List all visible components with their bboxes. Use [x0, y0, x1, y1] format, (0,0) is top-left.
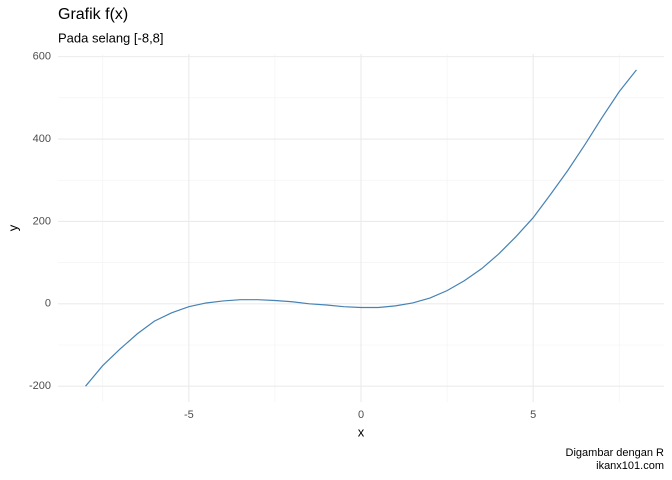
chart-title: Grafik f(x) [58, 6, 128, 23]
y-axis-label: y [5, 224, 20, 231]
y-tick-label: -200 [29, 380, 51, 392]
grid [58, 54, 664, 402]
y-tick-label: 200 [33, 215, 51, 227]
y-tick-label: 0 [45, 298, 51, 310]
y-tick-label: 600 [33, 51, 51, 63]
data-line [85, 69, 637, 387]
caption: ikanx101.com [596, 460, 664, 472]
x-axis-label: x [358, 424, 365, 439]
x-tick-label: -5 [184, 409, 194, 421]
y-tick-label: 400 [33, 133, 51, 145]
caption: Digambar dengan R [566, 447, 665, 459]
x-tick-label: 0 [358, 409, 364, 421]
x-tick-label: 5 [530, 409, 536, 421]
chart-subtitle: Pada selang [-8,8] [58, 30, 164, 45]
